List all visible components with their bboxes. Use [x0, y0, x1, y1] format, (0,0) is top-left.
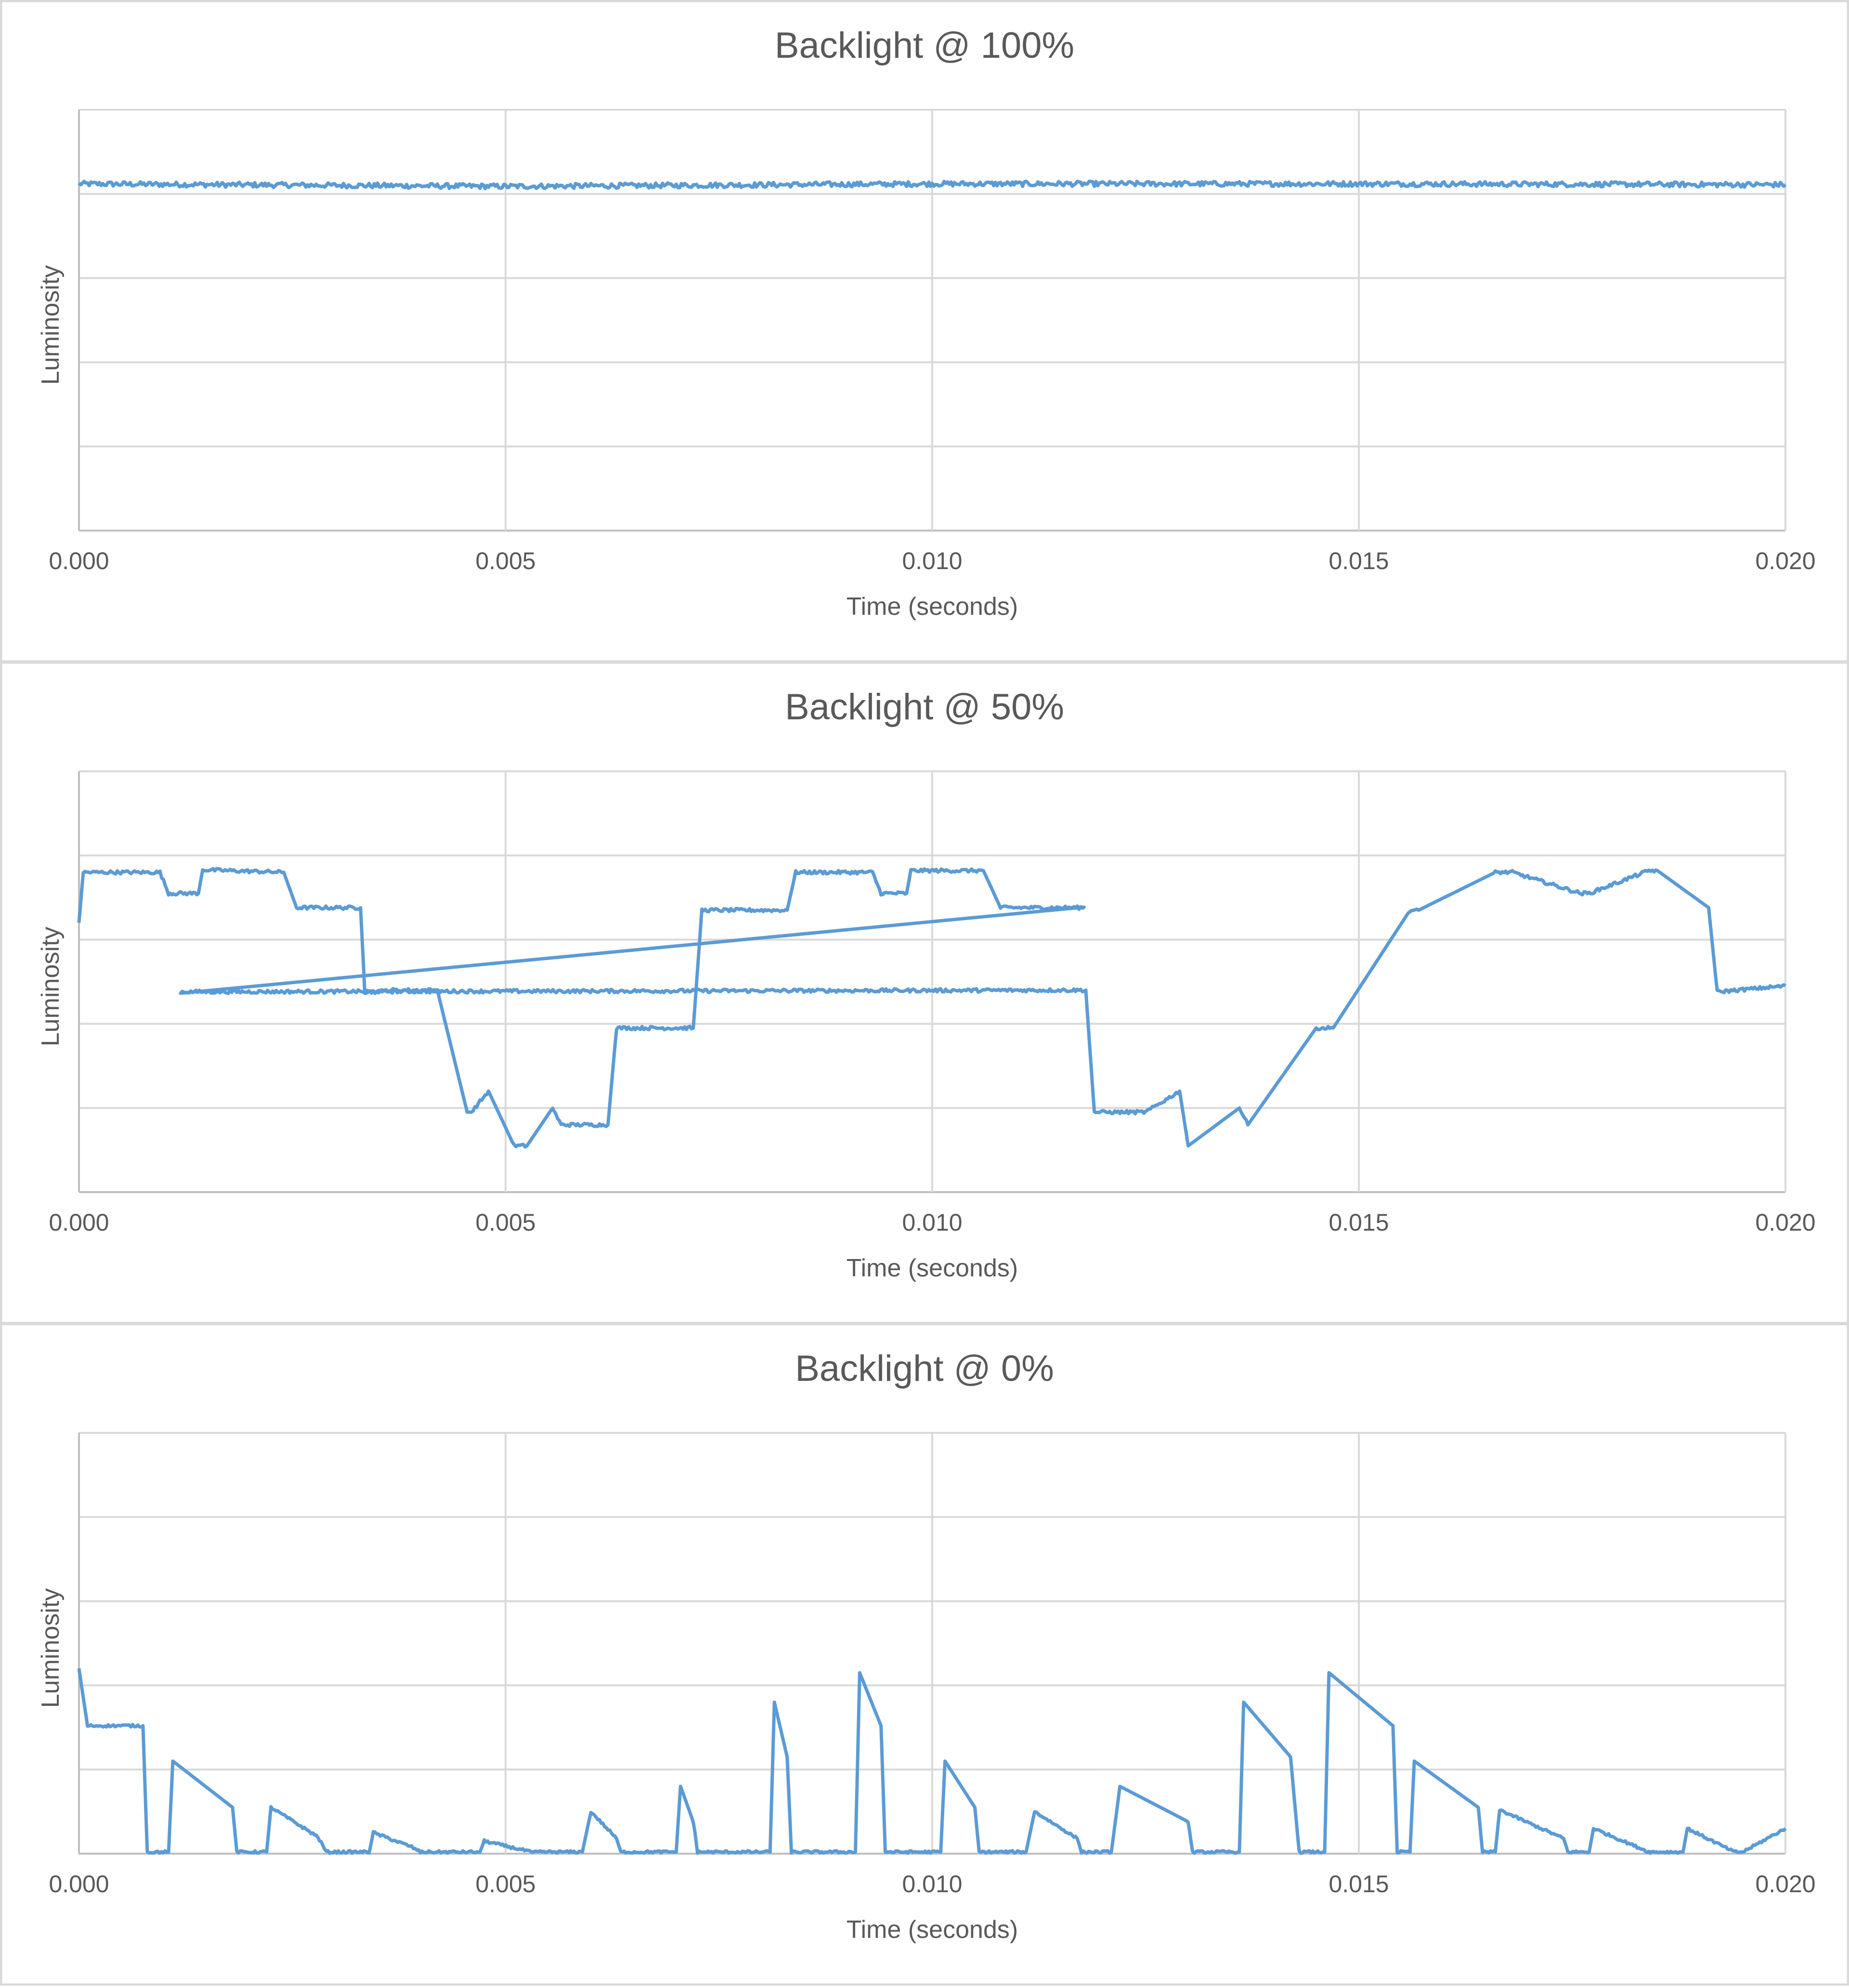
x-tick-label: 0.010: [902, 1871, 962, 1897]
x-tick-label: 0.015: [1328, 547, 1389, 574]
y-axis-label: Luminosity: [37, 1588, 65, 1708]
x-tick-label: 0.000: [49, 547, 109, 574]
y-axis-label: Luminosity: [37, 927, 65, 1047]
x-tick-label: 0.020: [1755, 547, 1815, 574]
chart-panel-border: [0, 1323, 1849, 1986]
chart-panel-2: 0.000 0.005 0.010 0.015 0.020 Backlight @ 50%…: [0, 661, 1849, 1325]
x-tick-label: 0.020: [1755, 1871, 1815, 1897]
series-line: [77, 867, 1786, 1149]
x-tick-label: 0.010: [902, 1209, 962, 1236]
chart-panel-3: 0.000 0.005 0.010 0.015 0.020 Backlight @ 0% T…: [0, 1323, 1849, 1986]
chart-title: Backlight @ 0%: [795, 1348, 1054, 1389]
series-line: [78, 180, 1787, 191]
x-tick-label: 0.010: [902, 547, 962, 574]
x-tick-label: 0.005: [475, 1871, 535, 1897]
chart-panel-border: [0, 0, 1849, 663]
x-tick-label: 0.020: [1755, 1209, 1815, 1236]
chart-title: Backlight @ 100%: [775, 25, 1074, 66]
x-axis-label: Time (seconds): [846, 1254, 1018, 1282]
x-axis-label: Time (seconds): [846, 1916, 1018, 1944]
x-axis-label: Time (seconds): [846, 593, 1018, 621]
x-tick-label: 0.015: [1328, 1209, 1389, 1236]
x-tick-label: 0.005: [475, 1209, 535, 1236]
x-tick-label: 0.005: [475, 547, 535, 574]
x-tick-label: 0.000: [49, 1209, 109, 1236]
x-tick-label: 0.015: [1328, 1871, 1389, 1897]
series-line: [77, 1668, 1787, 1855]
chart-panel-1: 0.000 0.005 0.010 0.015 0.020 Backlight @ 100…: [0, 0, 1849, 663]
y-axis-label: Luminosity: [37, 265, 65, 385]
chart-title: Backlight @ 50%: [785, 687, 1064, 728]
x-tick-label: 0.000: [49, 1871, 109, 1897]
